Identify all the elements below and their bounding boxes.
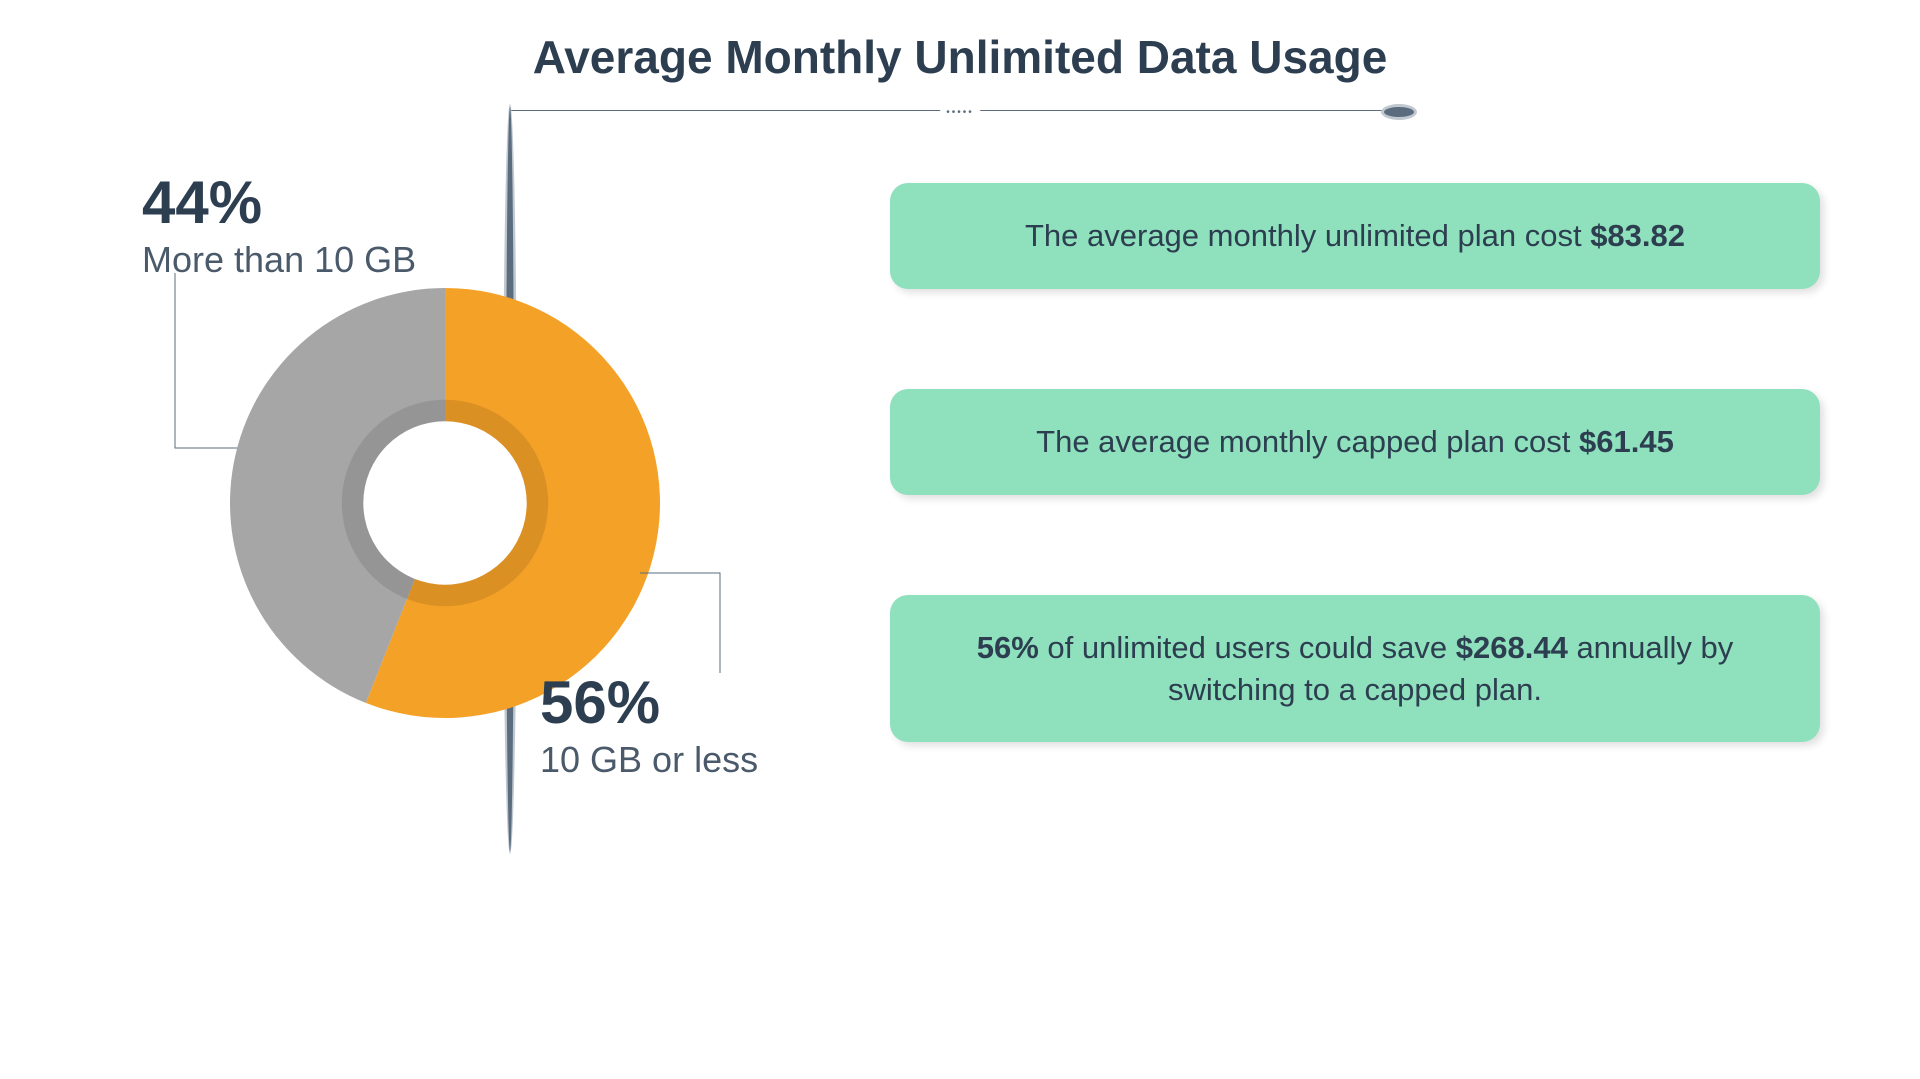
slice-label-10gb-or-less: 56% 10 GB or less [540,673,758,781]
info-cards-column: The average monthly unlimited plan cost … [890,173,1850,923]
slice-pct-10gb-or-less: 56% [540,673,758,733]
page-title: Average Monthly Unlimited Data Usage [70,30,1850,84]
info-card-1: The average monthly unlimited plan cost … [890,183,1820,289]
info-card-3: 56% of unlimited users could save $268.4… [890,595,1820,743]
chart-panel: 44% More than 10 GB 56% 10 GB or less [70,173,830,923]
leader-line-bottom [70,173,830,923]
info-card-2: The average monthly capped plan cost $61… [890,389,1820,495]
slice-text-10gb-or-less: 10 GB or less [540,739,758,781]
title-divider: ••••• [510,104,1410,118]
